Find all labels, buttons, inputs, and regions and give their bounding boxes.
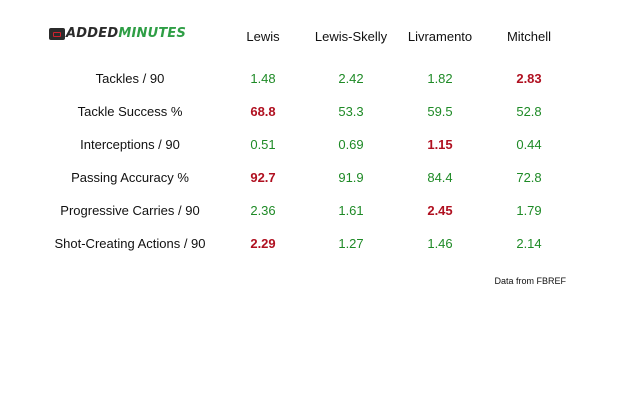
stat-cell: 2.29: [250, 236, 276, 251]
stat-cell: 52.8: [516, 104, 542, 119]
row-label: Interceptions / 90: [80, 137, 180, 152]
stat-cell: 0.69: [338, 137, 364, 152]
stat-cell: 92.7: [250, 170, 276, 185]
stat-cell: 0.51: [250, 137, 276, 152]
stat-cell: 2.42: [338, 71, 364, 86]
stat-cell: 2.36: [250, 203, 276, 218]
stat-cell: 2.14: [516, 236, 542, 251]
stat-cell: 1.27: [338, 236, 364, 251]
stat-cell: 59.5: [427, 104, 453, 119]
row-label: Progressive Carries / 90: [60, 203, 200, 218]
column-header-player-2: Lewis-Skelly: [314, 29, 388, 44]
stat-cell: 1.61: [338, 203, 364, 218]
row-label: Tackles / 90: [95, 71, 165, 86]
logo-icon: [49, 28, 65, 40]
stat-cell: 72.8: [516, 170, 542, 185]
stat-cell: 1.46: [427, 236, 453, 251]
stat-cell: 53.3: [338, 104, 364, 119]
stat-cell: 1.82: [427, 71, 453, 86]
brand-text-added: ADDED: [66, 26, 119, 41]
stat-cell: 2.45: [427, 203, 453, 218]
stat-cell: 1.15: [427, 137, 453, 152]
row-label: Shot-Creating Actions / 90: [54, 236, 206, 251]
column-header-player-3: Livramento: [407, 29, 473, 44]
stat-cell: 91.9: [338, 170, 364, 185]
column-header-player-4: Mitchell: [506, 29, 552, 44]
row-label: Tackle Success %: [77, 104, 183, 119]
brand-text-minutes: MINUTES: [118, 26, 187, 41]
source-note: Data from FBREF: [494, 276, 566, 286]
stat-cell: 0.44: [516, 137, 542, 152]
stat-cell: 68.8: [250, 104, 276, 119]
column-header-player-1: Lewis: [246, 29, 280, 44]
stat-cell: 2.83: [516, 71, 542, 86]
stat-cell: 84.4: [427, 170, 453, 185]
row-label: Passing Accuracy %: [71, 170, 189, 185]
stat-cell: 1.79: [516, 203, 542, 218]
brand-logo: ADDEDMINUTES: [49, 26, 186, 42]
stat-cell: 1.48: [250, 71, 276, 86]
